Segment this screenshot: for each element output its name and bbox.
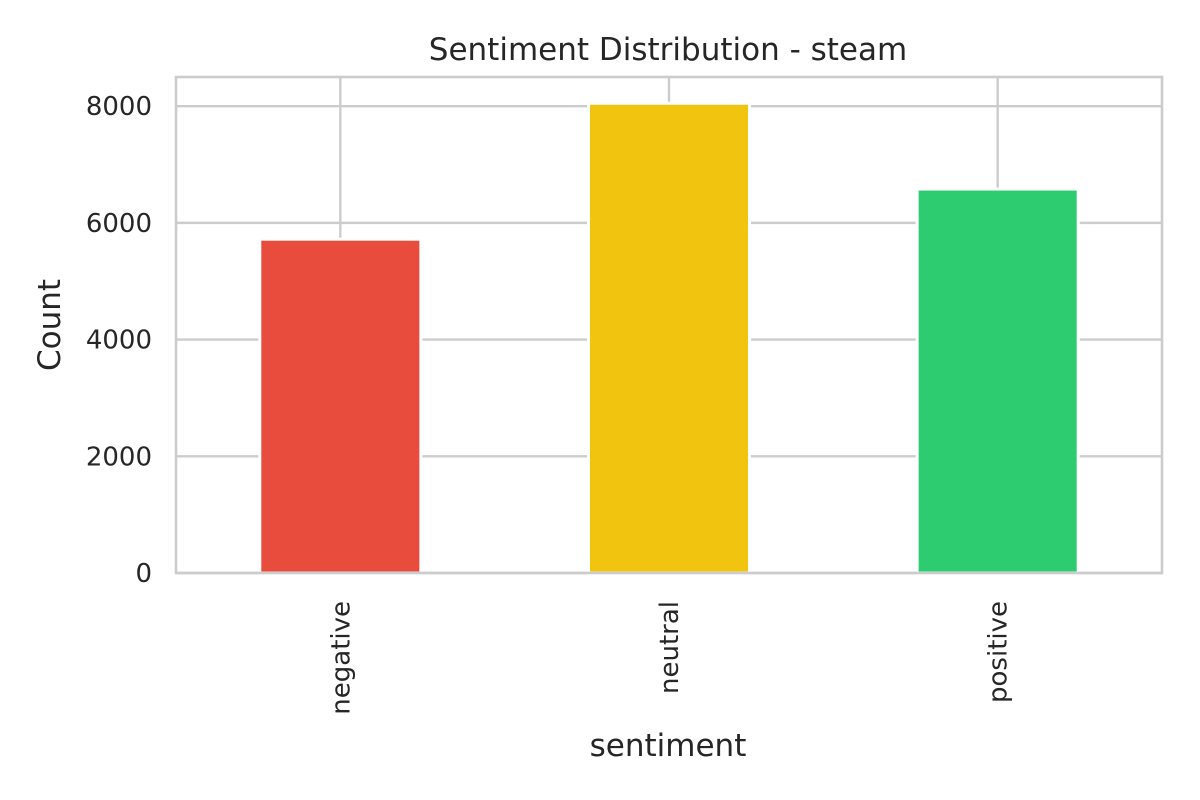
y-tick-labels: 0 2000 4000 6000 8000 [86, 92, 152, 589]
x-tick-label-neutral: neutral [655, 601, 685, 694]
x-tick-label-negative: negative [326, 601, 356, 715]
plot-frame [174, 75, 1164, 575]
y-tick-label: 8000 [86, 92, 152, 122]
y-tick-label: 2000 [86, 442, 152, 472]
x-tick-label-positive: positive [984, 601, 1014, 703]
bar-positive [915, 187, 1080, 575]
bar-negative [258, 237, 423, 575]
bar-neutral [586, 101, 752, 575]
x-axis-label: sentiment [590, 728, 747, 764]
bar-layer [258, 101, 1080, 575]
y-axis-label: Count [32, 279, 68, 371]
y-tick-label: 0 [135, 559, 152, 589]
y-tick-label: 4000 [86, 326, 152, 356]
x-tick-labels: negative neutral positive [326, 601, 1013, 715]
y-tick-label: 6000 [86, 209, 152, 239]
chart-title: Sentiment Distribution - steam [429, 32, 907, 68]
